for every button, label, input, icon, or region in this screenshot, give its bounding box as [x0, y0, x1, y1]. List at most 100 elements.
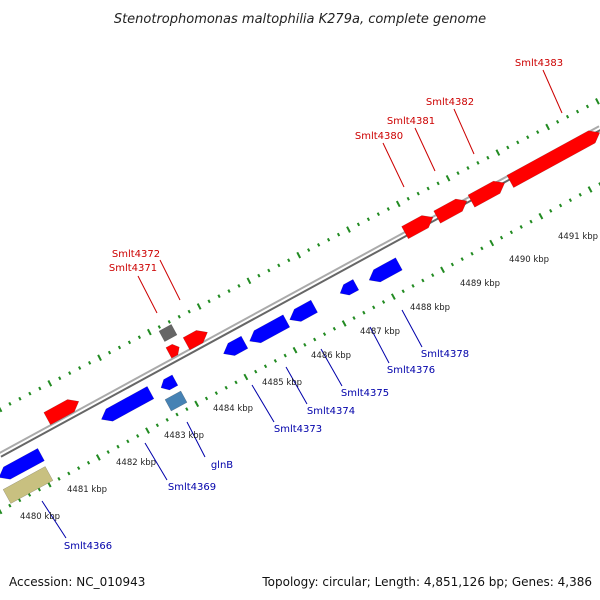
leader-line: [382, 142, 405, 188]
tick-mark: [376, 212, 380, 217]
scale-label: 4486 kbp: [311, 351, 351, 361]
tick-mark: [565, 114, 570, 119]
gene-label-smlt4381[interactable]: Smlt4381: [387, 116, 435, 127]
gene-label-smlt4378[interactable]: Smlt4378: [421, 349, 469, 360]
tick-mark: [411, 284, 415, 288]
scale-label: 4483 kbp: [164, 431, 204, 441]
tick-mark: [372, 305, 376, 310]
gene-labels: Smlt4371 Smlt4372 Smlt4380 Smlt4381 Smlt4382…: [64, 58, 563, 552]
tick-mark: [107, 350, 112, 355]
tick-mark: [486, 155, 490, 160]
tick-mark: [445, 174, 451, 182]
tick-mark: [165, 418, 169, 422]
tick-mark: [587, 186, 593, 193]
gene-label-smlt4383[interactable]: Smlt4383: [515, 58, 563, 69]
tick-mark: [426, 186, 430, 191]
leader-line: [542, 69, 563, 114]
tick-mark: [18, 498, 22, 503]
tick-mark: [38, 386, 42, 391]
tick-mark: [196, 303, 202, 310]
tick-mark: [95, 454, 101, 461]
leader-line: [186, 421, 206, 458]
gene-label-smlt4382[interactable]: Smlt4382: [426, 97, 474, 108]
tick-mark: [575, 109, 580, 114]
tick-mark: [336, 232, 341, 237]
reverse-gene-arrow: [223, 335, 249, 356]
tick-mark: [177, 314, 181, 319]
tick-mark: [292, 346, 298, 354]
tick-mark: [545, 123, 550, 131]
tick-mark: [217, 294, 221, 299]
gene-label-smlt4373[interactable]: Smlt4373: [274, 424, 322, 435]
tick-mark: [287, 258, 291, 263]
gene-label-smlt4375[interactable]: Smlt4375: [341, 388, 389, 399]
reverse-gene-arrow: [289, 299, 318, 322]
tick-mark: [204, 396, 209, 401]
tick-mark: [416, 191, 420, 196]
tick-mark: [254, 369, 258, 374]
tick-mark: [214, 391, 218, 395]
tick-mark: [18, 396, 22, 401]
inner-tick-ring: [0, 182, 600, 515]
reverse-gene-arrow: [0, 448, 45, 480]
tick-mark: [401, 289, 405, 294]
tick-mark: [237, 284, 241, 288]
tick-mark: [307, 248, 311, 252]
tick-mark: [526, 135, 530, 140]
tick-mark: [558, 203, 563, 208]
scale-labels: 4480 kbp 4481 kbp 4482 kbp 4483 kbp 4484 kbp…: [20, 232, 598, 522]
outer-tick-ring: [0, 98, 600, 413]
gene-label-smlt4380[interactable]: Smlt4380: [355, 131, 403, 142]
label-leader-lines: [41, 69, 563, 539]
leader-line: [414, 127, 436, 172]
leader-line: [453, 108, 475, 155]
gene-label-smlt4371[interactable]: Smlt4371: [109, 263, 157, 274]
gene-label-smlt4366[interactable]: Smlt4366: [64, 541, 112, 552]
reverse-gene-arrow: [339, 279, 360, 296]
scale-label: 4491 kbp: [558, 232, 598, 242]
tick-mark: [555, 119, 560, 124]
tick-mark: [519, 225, 523, 229]
tick-mark: [346, 226, 351, 233]
leader-line: [41, 500, 67, 539]
tick-mark: [529, 219, 533, 224]
tick-mark: [57, 476, 61, 481]
tick-mark: [194, 400, 200, 408]
tick-mark: [187, 309, 191, 314]
topology-summary: Topology: circular; Length: 4,851,126 bp…: [262, 575, 592, 589]
gene-label-smlt4369[interactable]: Smlt4369: [168, 482, 216, 493]
leader-line: [159, 259, 181, 301]
gene-label-glnb[interactable]: glnB: [211, 460, 233, 471]
scale-label: 4489 kbp: [460, 279, 500, 289]
tick-mark: [97, 354, 102, 362]
leader-line: [369, 326, 390, 364]
tick-mark: [332, 326, 337, 331]
tick-mark: [27, 493, 32, 497]
tick-mark: [185, 407, 189, 412]
tick-mark: [506, 145, 510, 150]
tick-mark: [470, 251, 474, 256]
tick-mark: [234, 380, 238, 385]
tick-mark: [167, 319, 171, 324]
tick-mark: [207, 299, 211, 304]
tick-mark: [549, 208, 553, 213]
leader-line: [401, 309, 423, 348]
tick-mark: [78, 366, 82, 370]
tick-mark: [317, 243, 321, 247]
map-title: Stenotrophomonas maltophilia K279a, comp…: [114, 12, 486, 27]
tick-mark: [489, 239, 495, 247]
tick-mark: [243, 373, 249, 381]
leader-line: [144, 442, 168, 481]
gene-label-smlt4372[interactable]: Smlt4372: [112, 249, 160, 260]
scale-label: 4482 kbp: [116, 458, 156, 468]
gene-label-smlt4376[interactable]: Smlt4376: [387, 365, 435, 376]
tick-mark: [450, 262, 455, 267]
tick-mark: [137, 335, 142, 340]
gene-label-smlt4374[interactable]: Smlt4374: [307, 406, 355, 417]
forward-gene-arrow: [467, 180, 506, 208]
tick-mark: [86, 460, 91, 465]
tick-mark: [8, 401, 12, 406]
tick-mark: [386, 207, 390, 211]
tick-mark: [227, 289, 231, 293]
leader-line: [137, 275, 158, 314]
